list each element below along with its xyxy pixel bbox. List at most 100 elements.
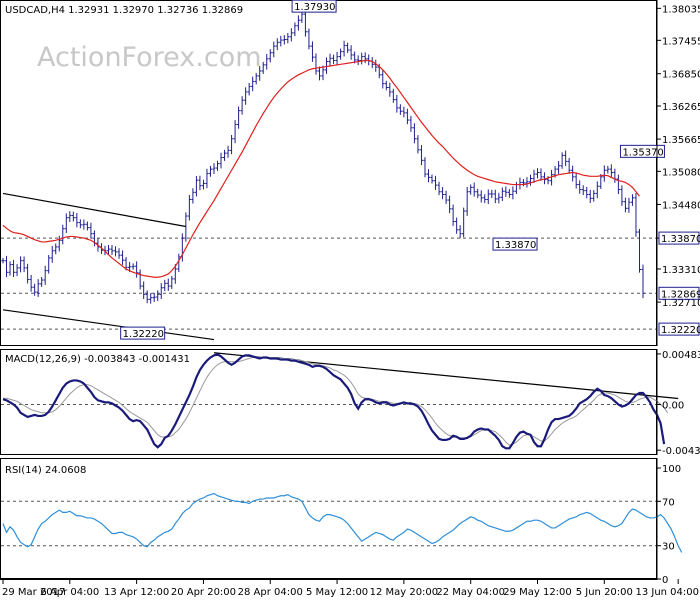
- ohlc-bar: [149, 293, 153, 304]
- ohlc-bar: [131, 263, 135, 270]
- ohlc-bar: [630, 194, 635, 206]
- ohlc-bar: [237, 106, 241, 129]
- ohlc-bar: [356, 55, 360, 66]
- ohlc-bar: [135, 261, 139, 278]
- ohlc-bar: [233, 120, 237, 144]
- ohlc-bar: [641, 264, 645, 299]
- price-plot: 1.37930 1.35370 1.33870 1.32220: [1, 0, 665, 341]
- ohlc-bar: [113, 246, 118, 257]
- macd-y-tick-label: -0.004381: [662, 446, 700, 457]
- ohlc-bar: [282, 35, 286, 45]
- ohlc-bar: [578, 180, 582, 194]
- ohlc-bar: [208, 165, 213, 177]
- ohlc-bar: [581, 185, 585, 196]
- ohlc-bar: [205, 168, 209, 189]
- ohlc-bar: [637, 228, 642, 273]
- ohlc-bar: [560, 152, 564, 169]
- ohlc-bar: [106, 244, 111, 255]
- ohlc-bar: [61, 224, 65, 245]
- ohlc-bar: [627, 197, 631, 213]
- ohlc-bar: [50, 245, 54, 263]
- ohlc-bar: [599, 174, 603, 190]
- x-tick-label: 28 Apr 04:00: [238, 587, 303, 598]
- ohlc-bar: [458, 225, 462, 239]
- ohlc-bar: [430, 174, 434, 184]
- ohlc-bar: [455, 217, 459, 234]
- ohlc-bar: [8, 261, 12, 276]
- price-tag: 1.32869: [658, 286, 700, 300]
- ohlc-bar: [184, 212, 188, 242]
- price-y-tick-label: 1.36265: [662, 102, 700, 113]
- ohlc-bar: [310, 41, 315, 62]
- ohlc-bar: [500, 187, 504, 202]
- ohlc-bar: [525, 177, 529, 188]
- ohlc-bar: [391, 88, 395, 103]
- ohlc-bar: [497, 192, 501, 204]
- ohlc-bar: [402, 106, 406, 118]
- ohlc-bar: [18, 256, 23, 273]
- ohlc-bar: [342, 40, 346, 57]
- price-trendline: [2, 309, 215, 341]
- ohlc-bar: [419, 145, 424, 166]
- ohlc-bar: [120, 250, 125, 265]
- watermark: ActionForex.com: [37, 42, 262, 73]
- ohlc-bar: [215, 160, 220, 171]
- macd-legend: MACD(12,26,9) -0.003843 -0.001431: [5, 354, 190, 365]
- ohlc-bar: [542, 172, 547, 185]
- ohlc-bar: [405, 108, 409, 125]
- ohlc-bar: [289, 28, 293, 42]
- ohlc-bar: [335, 51, 339, 66]
- ohlc-bar: [328, 53, 332, 67]
- ohlc-bar: [166, 278, 170, 291]
- ohlc-bar: [296, 15, 300, 31]
- ohlc-bar: [40, 276, 44, 287]
- ohlc-bar: [75, 213, 79, 228]
- ohlc-bar: [384, 80, 388, 91]
- ohlc-bar: [229, 134, 234, 155]
- macd-y-tick-label: 0.00: [662, 400, 684, 411]
- ohlc-bar: [567, 157, 571, 174]
- ohlc-bar: [222, 149, 227, 161]
- ohlc-bar: [602, 165, 606, 182]
- ohlc-bar: [156, 290, 160, 302]
- ohlc-bar: [451, 204, 455, 226]
- x-tick-label: 22 May 04:00: [436, 587, 505, 598]
- ohlc-bar: [78, 219, 82, 229]
- rsi-y-tick-label: 30: [662, 542, 675, 553]
- ohlc-bar: [279, 35, 283, 47]
- ohlc-bar: [159, 283, 163, 299]
- x-tick-label: 12 May 20:00: [370, 587, 439, 598]
- ohlc-bar: [36, 279, 40, 297]
- ohlc-bar: [265, 54, 269, 70]
- ohlc-bar: [331, 54, 336, 65]
- rsi-frame: [0, 458, 657, 579]
- svg-text:1.32220: 1.32220: [661, 325, 700, 336]
- ohlc-bar: [117, 248, 121, 259]
- price-y-tick-label: 1.35665: [662, 135, 700, 146]
- ohlc-bar: [363, 52, 367, 64]
- ohlc-bar: [426, 169, 431, 183]
- ohlc-bar: [549, 169, 554, 186]
- ohlc-bar: [85, 221, 89, 231]
- price-annotation: 1.33870: [492, 237, 538, 251]
- ohlc-bar: [1, 257, 5, 264]
- ohlc-bar: [173, 264, 177, 284]
- price-legend: USDCAD,H4 1.32931 1.32970 1.32736 1.3286…: [5, 5, 243, 16]
- rsi-y-tick-label: 70: [662, 497, 675, 508]
- ohlc-bar: [272, 41, 276, 58]
- ohlc-bar: [532, 169, 536, 183]
- ohlc-bar: [437, 181, 441, 196]
- ohlc-bar: [68, 211, 72, 223]
- ohlc-bar: [585, 186, 589, 199]
- ohlc-bar: [539, 168, 543, 181]
- ohlc-bar: [293, 22, 297, 37]
- x-tick-label: 20 Apr 20:00: [171, 587, 236, 598]
- ohlc-bar: [33, 283, 37, 296]
- ohlc-bar: [469, 184, 473, 195]
- ohlc-bar: [472, 182, 476, 197]
- ohlc-bar: [286, 32, 290, 44]
- rsi-y-tick-label: 0: [662, 575, 668, 586]
- ohlc-bar: [528, 174, 533, 186]
- moving-average-line: [2, 59, 640, 278]
